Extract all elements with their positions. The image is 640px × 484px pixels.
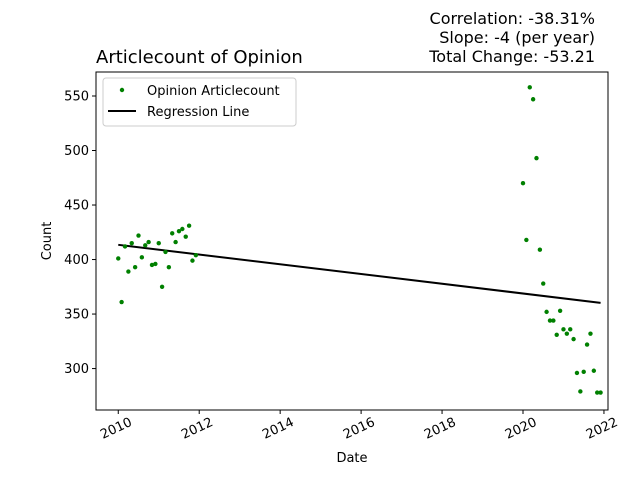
data-point <box>584 342 590 347</box>
y-tick-label: 450 <box>64 199 89 214</box>
data-point <box>122 244 128 249</box>
regression-line <box>118 243 601 304</box>
data-point <box>578 389 583 394</box>
data-point <box>166 264 172 270</box>
data-point <box>561 327 566 332</box>
data-point <box>193 252 199 258</box>
y-tick-label: 350 <box>64 308 89 323</box>
data-point <box>129 240 134 246</box>
x-axis: 2010 2012 2014 2016 2018 2020 2022 <box>98 410 620 443</box>
data-point <box>564 331 570 336</box>
data-point <box>591 368 597 373</box>
plot-frame <box>95 71 609 411</box>
data-point <box>180 226 185 232</box>
y-tick-label: 550 <box>64 89 89 104</box>
data-point <box>557 308 563 313</box>
data-point <box>173 239 178 245</box>
data-point <box>190 258 195 263</box>
plot-area <box>95 71 609 411</box>
data-point <box>554 332 559 337</box>
data-point <box>170 231 175 236</box>
data-point <box>153 261 158 267</box>
data-point <box>598 390 603 395</box>
data-point <box>156 240 161 246</box>
data-point <box>527 85 532 90</box>
data-point <box>534 155 539 161</box>
data-point <box>574 370 580 376</box>
data-point <box>541 281 546 286</box>
data-point <box>186 223 192 228</box>
data-point <box>116 256 121 261</box>
data-point <box>544 309 549 315</box>
data-point <box>143 243 148 248</box>
y-axis-label: Count <box>40 222 55 261</box>
legend-label-points: Opinion Articlecount <box>147 84 280 99</box>
data-point <box>149 262 155 268</box>
stat-correlation: Correlation: -38.31% <box>430 9 595 28</box>
data-point <box>176 228 182 234</box>
legend-label-line: Regression Line <box>147 105 249 120</box>
chart-title: Articlecount of Opinion <box>96 47 303 68</box>
data-point <box>119 299 124 305</box>
legend: Opinion Articlecount Regression Line <box>102 77 297 127</box>
data-point <box>139 255 145 260</box>
legend-marker-points <box>119 87 125 93</box>
stat-slope: Slope: -4 (per year) <box>439 28 595 47</box>
data-point <box>547 318 553 323</box>
data-point <box>163 249 168 255</box>
data-point <box>524 237 529 243</box>
data-point <box>581 369 586 375</box>
data-point <box>537 247 543 252</box>
y-tick-label: 300 <box>64 362 89 377</box>
y-axis: 300 350 400 450 500 550 <box>64 89 96 377</box>
y-tick-label: 400 <box>64 253 89 268</box>
data-point <box>568 327 573 332</box>
data-point <box>594 390 600 395</box>
data-point <box>530 97 536 102</box>
data-point <box>146 239 151 245</box>
data-point <box>136 233 141 238</box>
data-point <box>183 234 188 239</box>
data-point <box>132 264 138 270</box>
data-point <box>551 318 556 323</box>
data-point <box>520 181 526 186</box>
data-point <box>126 269 131 274</box>
x-axis-label: Date <box>336 451 367 466</box>
legend-box <box>102 77 297 127</box>
stat-total-change: Total Change: -53.21 <box>428 47 595 66</box>
y-tick-label: 500 <box>64 144 89 159</box>
data-point <box>571 336 576 342</box>
data-point <box>159 284 165 289</box>
data-point <box>588 331 593 336</box>
